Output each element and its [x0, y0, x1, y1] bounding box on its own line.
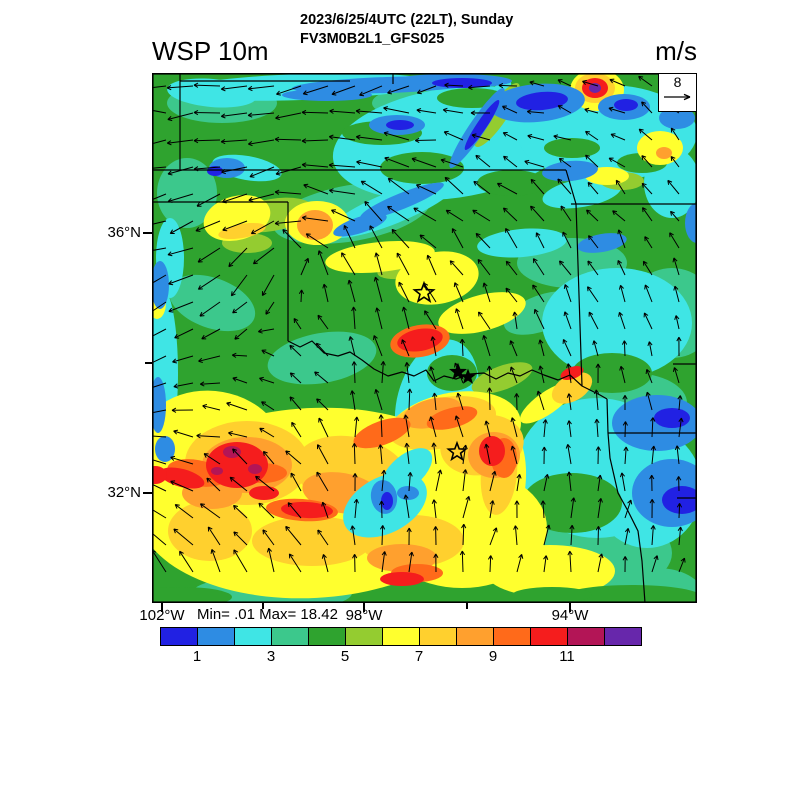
lat-tick — [143, 232, 152, 234]
wind-speed-field — [132, 69, 717, 618]
city-marker-star-open — [412, 280, 436, 303]
units-label: m/s — [655, 36, 697, 66]
lon-tick-label: 98°W — [345, 607, 383, 624]
reference-vector-box: 8 — [658, 73, 697, 112]
city-marker-star-filled — [459, 368, 477, 384]
map-canvas — [132, 69, 717, 618]
colorbar-segment-2 — [197, 628, 234, 645]
lon-tick-label: 94°W — [551, 607, 589, 624]
lon-tick-label: 102°W — [139, 607, 185, 624]
lon-tick — [161, 603, 163, 612]
lon-minor-tick — [262, 603, 264, 609]
colorbar-segment-9 — [456, 628, 493, 645]
city-marker-star-open — [446, 440, 468, 462]
colorbar-tick-label: 3 — [266, 648, 276, 665]
plot-title: 2023/6/25/4UTC (22LT), Sunday FV3M0B2L1_… — [300, 11, 513, 49]
colorbar-tick-label: 9 — [488, 648, 498, 665]
colorbar-segment-4 — [271, 628, 308, 645]
colorbar-tick-label: 7 — [414, 648, 424, 665]
lat-minor-tick — [145, 362, 152, 364]
reference-vector-value: 8 — [673, 74, 682, 90]
colorbar-segment-12 — [567, 628, 604, 645]
colorbar-segment-6 — [345, 628, 382, 645]
lat-tick-label: 36°N — [107, 224, 141, 241]
wind-vectors — [139, 75, 686, 573]
title-line1: 2023/6/25/4UTC (22LT), Sunday — [300, 12, 514, 28]
colorbar-segment-8 — [419, 628, 456, 645]
lon-minor-tick — [466, 603, 468, 609]
lon-tick — [569, 603, 571, 612]
colorbar-segment-13 — [604, 628, 641, 645]
colorbar — [160, 627, 642, 646]
colorbar-segment-5 — [308, 628, 345, 645]
lon-tick — [363, 603, 365, 612]
colorbar-tick-label: 1 — [192, 648, 202, 665]
lat-tick-label: 32°N — [107, 484, 141, 501]
colorbar-segment-1 — [161, 628, 197, 645]
wind-speed-map — [132, 69, 717, 618]
city-marker-star-filled — [449, 362, 467, 380]
colorbar-segment-11 — [530, 628, 567, 645]
colorbar-segment-10 — [493, 628, 530, 645]
title-line2: FV3M0B2L1_GFS025 — [300, 31, 445, 47]
lat-tick — [143, 492, 152, 494]
reference-arrow-icon — [663, 93, 690, 101]
variable-label: WSP 10m — [152, 36, 269, 66]
colorbar-segment-7 — [382, 628, 419, 645]
colorbar-segment-3 — [234, 628, 271, 645]
colorbar-tick-label: 5 — [340, 648, 350, 665]
colorbar-tick-label: 11 — [559, 648, 575, 665]
minmax-stats: Min= .01 Max= 18.42 — [197, 606, 338, 623]
